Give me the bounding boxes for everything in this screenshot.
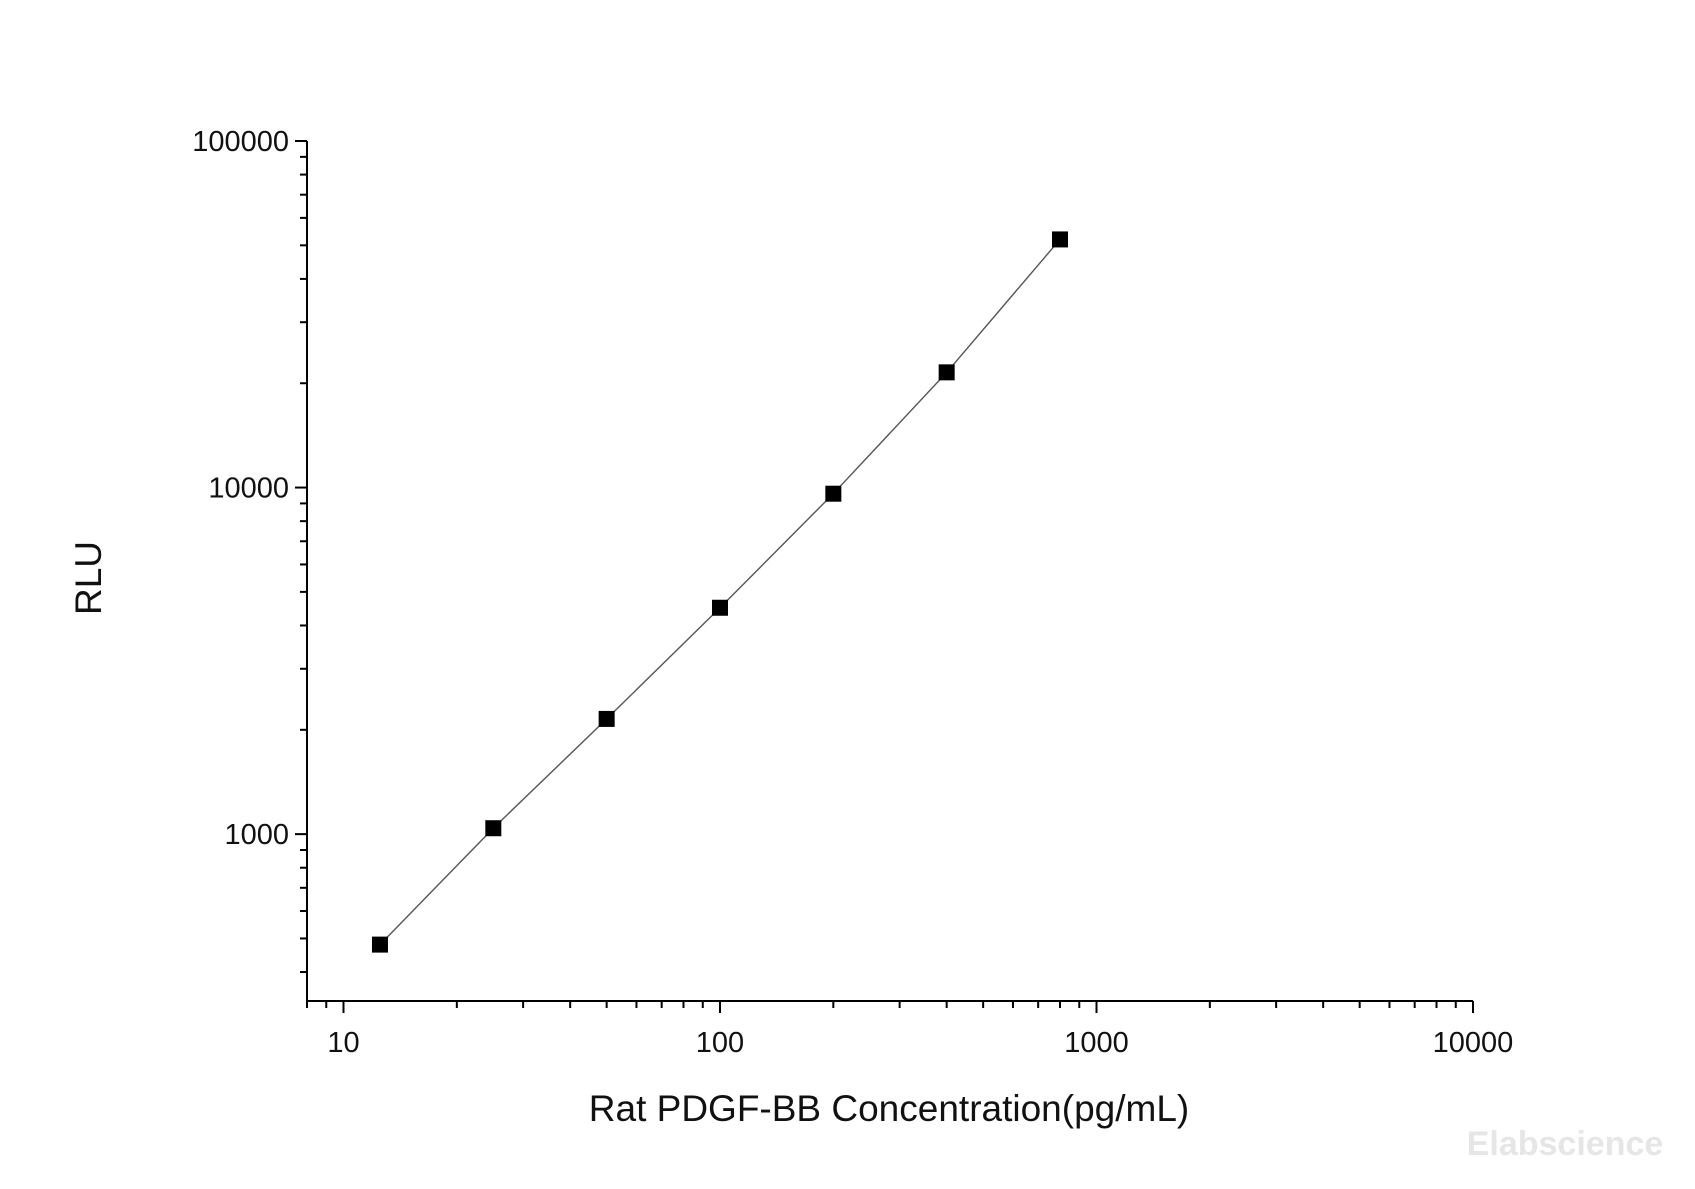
data-point-marker	[1052, 231, 1069, 248]
data-points	[371, 231, 1069, 953]
x-axis-title: Rat PDGF-BB Concentration(pg/mL)	[589, 1088, 1189, 1129]
fit-line	[379, 238, 1061, 946]
x-tick-label: 10	[327, 1027, 359, 1059]
axes: 10 100 1000 10000 1000 10000 100000	[192, 126, 1513, 1059]
data-point-marker	[711, 599, 728, 616]
x-tick-label: 100	[696, 1027, 744, 1059]
x-tick-label: 1000	[1064, 1027, 1129, 1059]
data-point-marker	[485, 820, 502, 837]
y-tick-label: 1000	[224, 819, 289, 851]
y-tick-label: 100000	[192, 126, 289, 158]
y-tick-label: 10000	[208, 473, 289, 505]
data-point-marker	[938, 364, 955, 381]
data-point-marker	[371, 936, 388, 953]
x-tick-label: 10000	[1433, 1027, 1514, 1059]
fit-curve	[379, 238, 1061, 946]
data-point-marker	[598, 710, 615, 727]
data-point-marker	[825, 485, 842, 502]
y-axis-title: RLU	[68, 541, 109, 615]
watermark-logo: Elabscience	[1467, 1125, 1664, 1163]
